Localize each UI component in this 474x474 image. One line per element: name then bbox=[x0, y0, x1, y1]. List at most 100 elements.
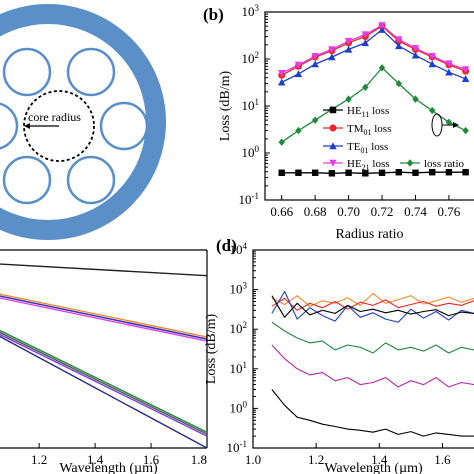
data-point bbox=[461, 75, 470, 82]
data-point bbox=[445, 169, 453, 176]
x-tick-label: 0.72 bbox=[371, 204, 394, 219]
x-tick-label: 1.0 bbox=[245, 452, 261, 467]
legend: HE11 loss TM01 loss TE01 loss HE21 loss loss… bbox=[323, 105, 465, 172]
data-point bbox=[378, 64, 386, 72]
data-point bbox=[378, 22, 386, 30]
series-line bbox=[0, 297, 208, 342]
data-point bbox=[278, 69, 286, 77]
data-point bbox=[311, 60, 319, 68]
series-line bbox=[281, 171, 466, 174]
data-point bbox=[344, 37, 353, 45]
data-point bbox=[328, 46, 336, 54]
outer-cladding-ring bbox=[0, 4, 166, 240]
data-point bbox=[278, 78, 286, 86]
data-point bbox=[294, 61, 303, 69]
data-point bbox=[395, 36, 403, 44]
y-axis-label: Loss (dB/m) bbox=[218, 70, 233, 141]
x-tick-label: 1.6 bbox=[434, 452, 451, 467]
data-point bbox=[345, 95, 352, 103]
data-point bbox=[445, 68, 453, 76]
core-radius-arrowhead bbox=[24, 123, 30, 129]
data-point bbox=[395, 169, 402, 176]
data-point bbox=[429, 169, 436, 176]
x-tick-label: 1.8 bbox=[191, 452, 207, 467]
series-line bbox=[271, 389, 474, 437]
data-point bbox=[462, 169, 469, 176]
data-point bbox=[361, 39, 370, 47]
legend-swatch-marker bbox=[329, 124, 337, 132]
data-point bbox=[445, 118, 453, 126]
tube-top-left bbox=[2, 47, 52, 97]
y-tick-label: 104 bbox=[230, 241, 248, 257]
data-point bbox=[428, 60, 436, 68]
data-point bbox=[278, 138, 285, 146]
legend-entry: TE01 loss bbox=[347, 141, 388, 155]
tube-bottom-left bbox=[2, 155, 52, 205]
data-point bbox=[345, 169, 352, 176]
series-line bbox=[0, 329, 208, 433]
legend-swatch-marker bbox=[329, 106, 337, 114]
x-axis-label: Wavelength (µm) bbox=[59, 461, 158, 474]
data-point bbox=[411, 44, 420, 52]
y-tick-label: 102 bbox=[242, 50, 260, 66]
x-tick-label: 0.74 bbox=[404, 204, 427, 219]
legend-swatch-marker bbox=[406, 159, 414, 167]
tube-mid-right bbox=[99, 101, 149, 151]
x-tick-label: 1.6 bbox=[143, 452, 160, 467]
data-point bbox=[378, 26, 386, 33]
tube-mid-left bbox=[0, 102, 19, 150]
y-tick-label: 101 bbox=[230, 360, 248, 376]
series-line bbox=[271, 344, 474, 388]
series-line bbox=[281, 28, 466, 83]
series-line bbox=[0, 293, 208, 338]
data-point bbox=[395, 79, 402, 88]
y-tick-label: 100 bbox=[230, 399, 248, 415]
legend-entry: TM01 loss bbox=[347, 123, 391, 137]
y-axis-label: Loss (dB/m) bbox=[204, 313, 219, 384]
data-point bbox=[344, 45, 353, 53]
series-line bbox=[0, 295, 208, 340]
legend-entry: HE21 loss bbox=[347, 158, 390, 172]
x-tick-label: 1.2 bbox=[31, 452, 47, 467]
axis-indicator-ellipse bbox=[431, 113, 443, 137]
data-point bbox=[294, 70, 303, 78]
data-point bbox=[328, 53, 336, 61]
data-point bbox=[361, 31, 370, 39]
legend-swatch-marker bbox=[329, 142, 337, 150]
x-tick-label: 0.68 bbox=[304, 204, 327, 219]
series-line bbox=[281, 24, 466, 74]
series-line bbox=[0, 331, 208, 435]
data-point bbox=[278, 169, 285, 176]
x-tick-label: 0.70 bbox=[337, 204, 360, 219]
series-line bbox=[271, 292, 474, 307]
core-radius-label: core radius bbox=[28, 110, 81, 124]
data-point bbox=[412, 95, 419, 103]
y-tick-label: 103 bbox=[242, 3, 260, 19]
series-line bbox=[0, 333, 208, 437]
data-point bbox=[445, 60, 453, 68]
panel-a-schematic: core radius bbox=[0, 4, 166, 240]
y-tick-label: 103 bbox=[230, 281, 248, 297]
data-point bbox=[462, 126, 469, 135]
y-tick-label: 100 bbox=[242, 144, 260, 160]
legend-entry: HE11 loss bbox=[347, 105, 389, 119]
data-point bbox=[328, 170, 336, 177]
x-tick-label: 1.4 bbox=[87, 452, 104, 467]
data-point bbox=[311, 116, 319, 124]
data-point bbox=[395, 42, 403, 50]
series-line bbox=[271, 297, 474, 311]
series-line bbox=[271, 295, 474, 318]
data-point bbox=[412, 169, 419, 176]
data-point bbox=[429, 106, 436, 115]
series-line bbox=[271, 290, 474, 323]
series-line bbox=[0, 335, 208, 449]
x-tick-label: 1.4 bbox=[371, 452, 388, 467]
core-boundary bbox=[23, 90, 95, 162]
series-line bbox=[271, 321, 474, 354]
panel-c-chart: 1.2 1.4 1.6 1.8 Wavelength (µm) bbox=[0, 249, 208, 474]
y-tick-label: 10-1 bbox=[239, 191, 260, 207]
axis-indicator-arrowhead bbox=[453, 122, 459, 128]
data-point bbox=[311, 52, 319, 60]
legend-entry: loss ratio bbox=[424, 158, 465, 170]
